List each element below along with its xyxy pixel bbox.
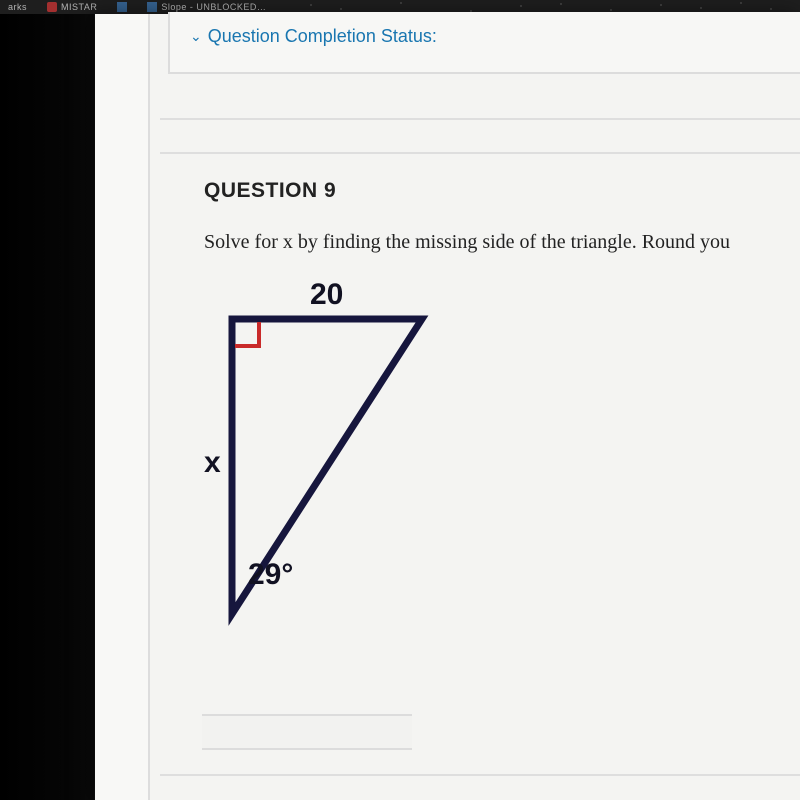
bookmark-item[interactable]: Slope - UNBLOCKED… bbox=[147, 2, 266, 12]
content-area: ⌄ Question Completion Status: QUESTION 9 … bbox=[150, 14, 800, 800]
divider bbox=[160, 118, 800, 120]
left-gutter bbox=[95, 14, 150, 800]
site-icon bbox=[117, 2, 127, 12]
question-block: QUESTION 9 Solve for x by finding the mi… bbox=[204, 179, 800, 254]
site-icon bbox=[47, 2, 57, 12]
bookmark-item[interactable]: MISTAR bbox=[47, 2, 97, 12]
divider bbox=[160, 152, 800, 154]
completion-status-panel[interactable]: ⌄ Question Completion Status: bbox=[168, 12, 800, 74]
bookmark-label: arks bbox=[8, 2, 27, 12]
svg-text:29°: 29° bbox=[248, 558, 293, 591]
bookmark-label: MISTAR bbox=[61, 2, 97, 12]
svg-text:x: x bbox=[204, 446, 221, 479]
status-text: Question Completion Status: bbox=[208, 26, 437, 46]
completion-status-label: ⌄ Question Completion Status: bbox=[190, 26, 780, 47]
question-title: QUESTION 9 bbox=[204, 179, 800, 203]
divider bbox=[160, 774, 800, 776]
bookmark-label: Slope - UNBLOCKED… bbox=[161, 2, 266, 12]
svg-text:20: 20 bbox=[310, 278, 343, 311]
site-icon bbox=[147, 2, 157, 12]
answer-input-slot[interactable] bbox=[202, 714, 412, 750]
bookmark-item[interactable] bbox=[117, 2, 127, 12]
quiz-window: ⌄ Question Completion Status: QUESTION 9 … bbox=[95, 14, 800, 800]
monitor-bezel bbox=[0, 14, 95, 800]
question-prompt: Solve for x by finding the missing side … bbox=[204, 231, 800, 254]
triangle-figure: 20 x 29° bbox=[192, 264, 452, 644]
bookmark-item[interactable]: arks bbox=[8, 2, 27, 12]
chevron-down-icon: ⌄ bbox=[190, 28, 202, 45]
triangle-svg: 20 x 29° bbox=[192, 264, 452, 644]
desktop-background: arks MISTAR Slope - UNBLOCKED… ⌄ Question… bbox=[0, 0, 800, 800]
